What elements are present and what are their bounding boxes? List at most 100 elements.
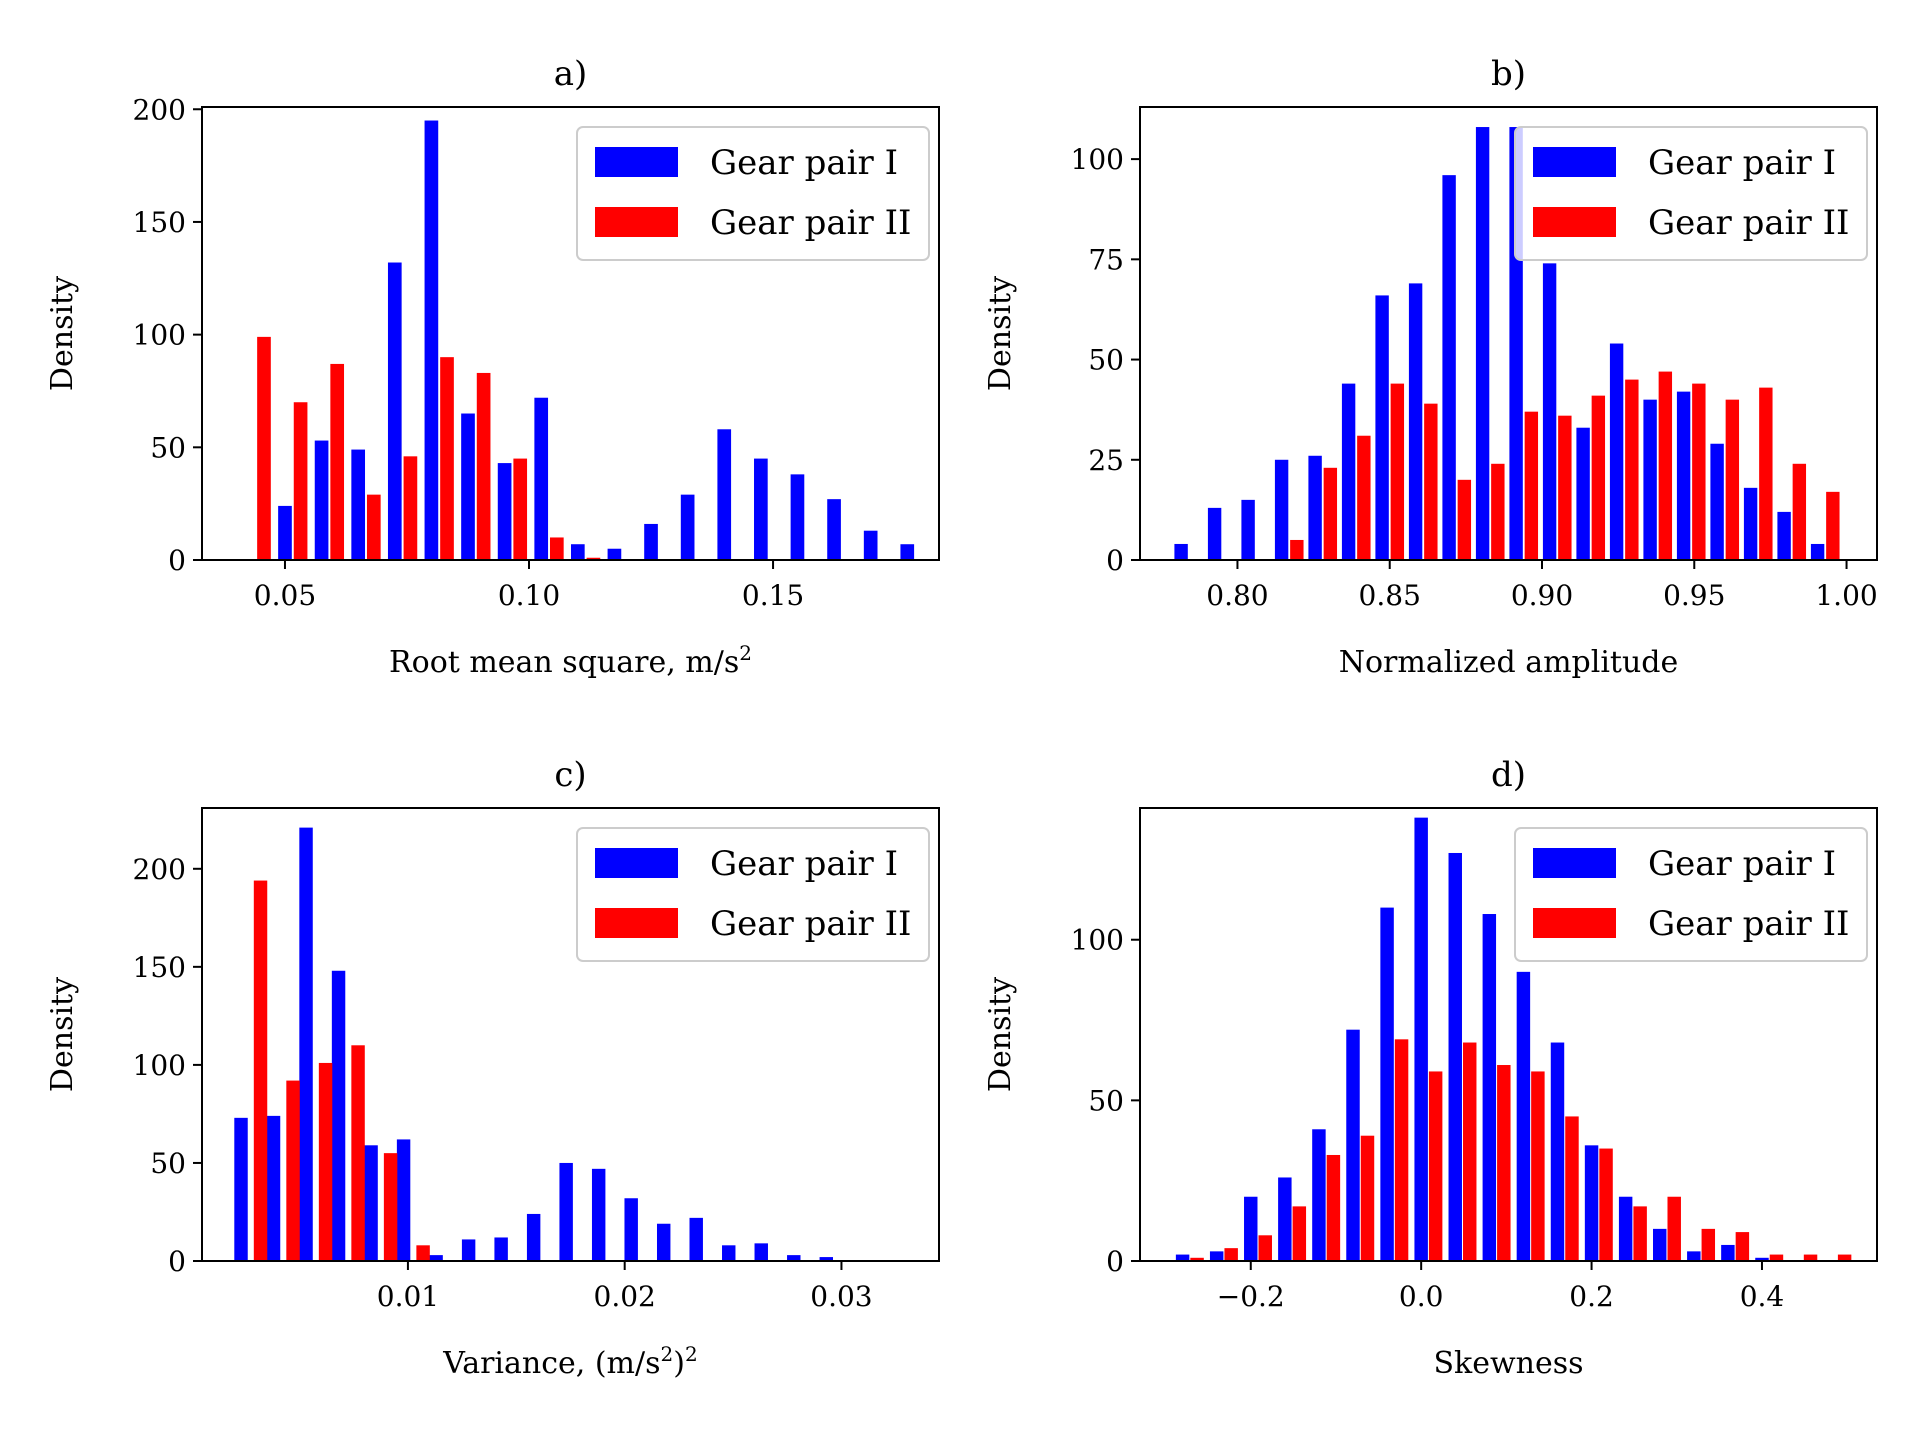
bar-gear-pair-ii	[1360, 1135, 1375, 1261]
legend-swatch	[1533, 908, 1616, 938]
bar-gear-pair-i	[1175, 1254, 1190, 1261]
legend-label: Gear pair II	[1648, 904, 1849, 944]
bar-gear-pair-ii	[1224, 1248, 1238, 1261]
bar-gear-pair-i	[790, 474, 805, 560]
bar-gear-pair-ii	[440, 357, 454, 560]
subplot-d: −0.2 0.0 0.2 0.4 0 50 100 d) Skewness Density Gear…	[983, 755, 1878, 1381]
bar-gear-pair-i	[827, 499, 841, 560]
bar-gear-pair-ii	[476, 372, 491, 560]
bar-gear-pair-ii	[366, 494, 381, 560]
x-axis-label: Skewness	[1433, 1346, 1583, 1381]
y-tick-label: 100	[133, 1049, 186, 1082]
bar-gear-pair-i	[1576, 427, 1590, 560]
y-tick-label: 50	[150, 1147, 186, 1180]
bar-gear-pair-i	[1542, 263, 1557, 560]
bar-gear-pair-i	[1375, 295, 1389, 560]
axes-frame	[1139, 807, 1878, 1262]
axes-frame	[1139, 106, 1878, 561]
bar-gear-pair-ii	[1826, 491, 1840, 560]
bar-gear-pair-ii	[1565, 1116, 1579, 1261]
bar-gear-pair-ii	[513, 458, 528, 560]
bar-gear-pair-i	[787, 1255, 801, 1261]
bar-gear-pair-ii	[1599, 1148, 1613, 1261]
bar-gear-pair-i	[644, 523, 658, 560]
bar-gear-pair-ii	[1326, 1154, 1341, 1261]
bar-gear-pair-ii	[1725, 399, 1740, 560]
bar-gear-pair-ii	[1792, 463, 1807, 560]
y-tick-label: 25	[1088, 444, 1124, 477]
x-axis-label: Normalized amplitude	[1339, 645, 1679, 680]
legend-label: Gear pair II	[710, 904, 911, 944]
bar-gear-pair-i	[1414, 817, 1428, 1261]
chart-title: a)	[554, 54, 588, 94]
bars	[1174, 127, 1840, 560]
bar-gear-pair-i	[1475, 127, 1490, 560]
x-tick-label: 0.95	[1663, 579, 1725, 612]
x-axis-label-text: Variance, (m/s	[442, 1346, 660, 1381]
legend-label: Gear pair II	[1648, 203, 1849, 243]
bar-gear-pair-i	[1442, 175, 1456, 560]
bar-gear-pair-i	[497, 463, 512, 560]
bar-gear-pair-ii	[1803, 1254, 1818, 1261]
x-tick-label: 0.80	[1206, 579, 1268, 612]
legend-label: Gear pair II	[710, 203, 911, 243]
bar-gear-pair-i	[570, 544, 585, 560]
x-tick-label: 0.4	[1740, 1280, 1785, 1313]
bar-gear-pair-ii	[1658, 371, 1673, 560]
subplot-a: 0.05 0.10 0.15 0 50 100 150 200 a) Root mean squa…	[45, 54, 940, 680]
bar-gear-pair-ii	[1524, 411, 1539, 560]
legend: Gear pair I Gear pair II	[576, 827, 930, 962]
bar-gear-pair-ii	[1258, 1235, 1272, 1261]
bar-gear-pair-i	[526, 1213, 541, 1261]
bar-gear-pair-ii	[1290, 539, 1304, 560]
bar-gear-pair-i	[1609, 343, 1624, 560]
bar-gear-pair-ii	[1701, 1228, 1716, 1261]
bar-gear-pair-ii	[1497, 1065, 1511, 1261]
x-axis-label-superscript: 2	[661, 1342, 674, 1366]
bar-gear-pair-i	[1274, 459, 1289, 560]
bar-gear-pair-ii	[1759, 387, 1773, 560]
bar-gear-pair-i	[494, 1237, 508, 1261]
subplot-c: 0.01 0.02 0.03 0 50 100 150 200 c) Variance, (m/s…	[45, 755, 940, 1381]
bar-gear-pair-i	[819, 1257, 833, 1261]
y-tick-label: 50	[150, 431, 186, 464]
y-axis-label: Density	[45, 276, 80, 391]
legend-label: Gear pair I	[1648, 844, 1836, 884]
x-tick-label: 1.00	[1815, 579, 1877, 612]
x-tick-label: 0.85	[1359, 579, 1421, 612]
axes-frame	[201, 106, 940, 561]
bar-gear-pair-i	[1687, 1251, 1701, 1261]
bar-gear-pair-ii	[330, 363, 345, 560]
bar-gear-pair-ii	[416, 1245, 430, 1261]
bar-gear-pair-ii	[1323, 467, 1338, 560]
bar-gear-pair-i	[351, 449, 366, 560]
chart-title: d)	[1491, 755, 1526, 795]
y-tick-label: 0	[168, 544, 186, 577]
bar-gear-pair-i	[364, 1145, 378, 1261]
axes-frame	[201, 807, 940, 1262]
bar-gear-pair-i	[607, 548, 622, 560]
y-tick-label: 100	[133, 319, 186, 352]
bar-gear-pair-i	[722, 1245, 736, 1261]
legend: Gear pair I Gear pair II	[1514, 827, 1868, 962]
bar-gear-pair-ii	[1190, 1257, 1204, 1261]
x-axis-label-text: Normalized amplitude	[1339, 645, 1679, 680]
legend: Gear pair I Gear pair II	[1514, 126, 1868, 261]
bar-gear-pair-i	[754, 1243, 768, 1261]
bar-gear-pair-i	[387, 262, 402, 560]
legend-swatch	[595, 908, 678, 938]
bar-gear-pair-i	[1174, 543, 1188, 560]
y-axis-label: Density	[45, 977, 80, 1092]
legend-label: Gear pair I	[710, 844, 898, 884]
bar-gear-pair-i	[429, 1255, 443, 1261]
x-axis-label: Root mean square, m/s2	[389, 641, 752, 680]
bar-gear-pair-ii	[351, 1045, 365, 1261]
bar-gear-pair-i	[1643, 399, 1657, 560]
bar-gear-pair-ii	[1394, 1039, 1409, 1261]
bar-gear-pair-i	[461, 413, 475, 560]
x-axis-label-superscript: 2	[685, 1342, 698, 1366]
bar-gear-pair-i	[1278, 1177, 1292, 1261]
bar-gear-pair-i	[1676, 391, 1691, 560]
x-tick-label: 0.0	[1399, 1280, 1444, 1313]
y-axis-label: Density	[983, 276, 1018, 391]
